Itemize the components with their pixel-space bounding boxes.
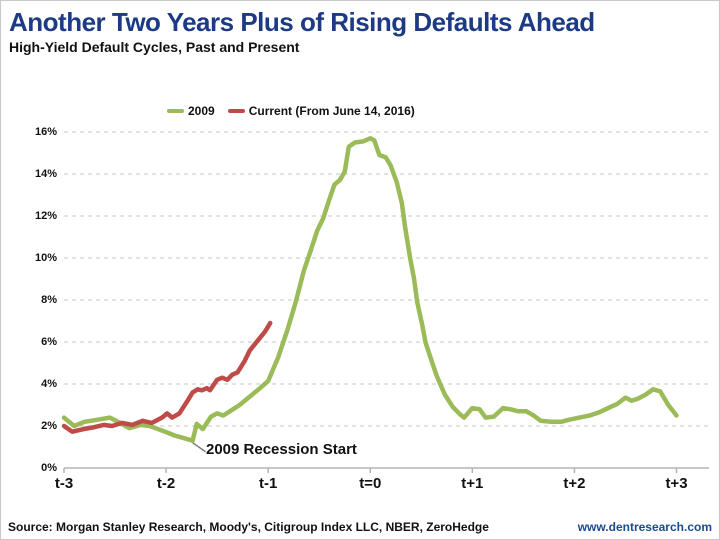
legend-label-current: Current (From June 14, 2016) (248, 104, 415, 118)
legend-item-2009: 2009 (167, 104, 215, 118)
y-axis-label: 14% (34, 168, 57, 180)
x-axis-label: t-1 (258, 475, 278, 492)
x-axis-label: t-2 (156, 475, 176, 492)
legend-item-current: Current (From June 14, 2016) (227, 104, 415, 118)
x-axis-label: t=0 (359, 475, 382, 492)
y-axis-label: 10% (34, 252, 57, 264)
y-axis-label: 16% (34, 126, 57, 138)
chart-subtitle: High-Yield Default Cycles, Past and Pres… (9, 39, 300, 55)
legend-swatch-2009 (167, 109, 184, 113)
y-axis-label: 2% (41, 420, 57, 432)
chart-legend: 2009 Current (From June 14, 2016) (167, 104, 415, 118)
source-credit: Source: Morgan Stanley Research, Moody's… (8, 520, 489, 534)
y-axis-label: 6% (41, 336, 57, 348)
annotation-leader-line (192, 442, 207, 453)
series-line-current (61, 320, 273, 434)
legend-swatch-current (227, 109, 245, 113)
x-axis-label: t-3 (54, 475, 74, 492)
website-link[interactable]: www.dentresearch.com (577, 520, 712, 534)
legend-label-2009: 2009 (188, 104, 215, 118)
x-axis-label: t+3 (665, 475, 688, 492)
x-axis-label: t+1 (461, 475, 484, 492)
y-axis-label: 12% (34, 210, 57, 222)
page-title: Another Two Years Plus of Rising Default… (9, 7, 595, 37)
y-axis-label: 8% (41, 294, 57, 306)
recession-start-annotation: 2009 Recession Start (206, 441, 357, 458)
y-axis-label: 4% (41, 378, 57, 390)
y-axis-label: 0% (41, 462, 57, 474)
x-axis-label: t+2 (563, 475, 586, 492)
series-line-2009 (61, 136, 679, 443)
